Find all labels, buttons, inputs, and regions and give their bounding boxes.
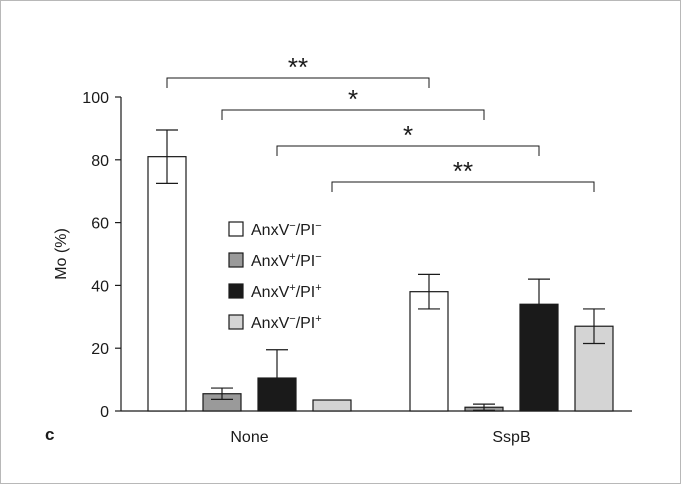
y-tick-label: 60 [91,216,109,233]
legend-swatch [228,221,244,237]
legend-label: AnxV−/PI+ [251,313,322,332]
legend: AnxV−/PI− AnxV+/PI− AnxV+/PI+ AnxV−/PI+ [228,220,322,332]
axes: 0 20 40 60 80 100 Mo (%) None SspB [53,90,632,446]
x-tick-label: None [230,429,268,446]
bar [147,156,187,412]
legend-swatch [228,314,244,330]
y-tick-label: 40 [91,278,109,295]
significance-bracket [276,145,540,156]
legend-label: AnxV+/PI+ [251,282,322,301]
x-tick-label: SspB [492,429,530,446]
significance-label: * [403,120,413,150]
bar [409,291,449,412]
significance-brackets: ****** [166,52,595,192]
significance-label: * [348,84,358,114]
y-tick-label: 100 [82,90,109,107]
bars [147,129,614,412]
y-tick-label: 20 [91,341,109,358]
significance-bracket [166,77,430,88]
significance-bracket [331,181,595,192]
panel-label: c [45,425,54,444]
legend-swatch [228,252,244,268]
significance-label: ** [288,52,308,82]
y-axis-label: Mo (%) [53,228,70,280]
bar [312,399,352,412]
legend-label: AnxV+/PI− [251,251,322,270]
significance-label: ** [453,156,473,186]
y-tick-label: 80 [91,153,109,170]
legend-swatch [228,283,244,299]
legend-label: AnxV−/PI− [251,220,322,239]
significance-bracket [221,109,485,120]
y-tick-label: 0 [100,404,109,421]
